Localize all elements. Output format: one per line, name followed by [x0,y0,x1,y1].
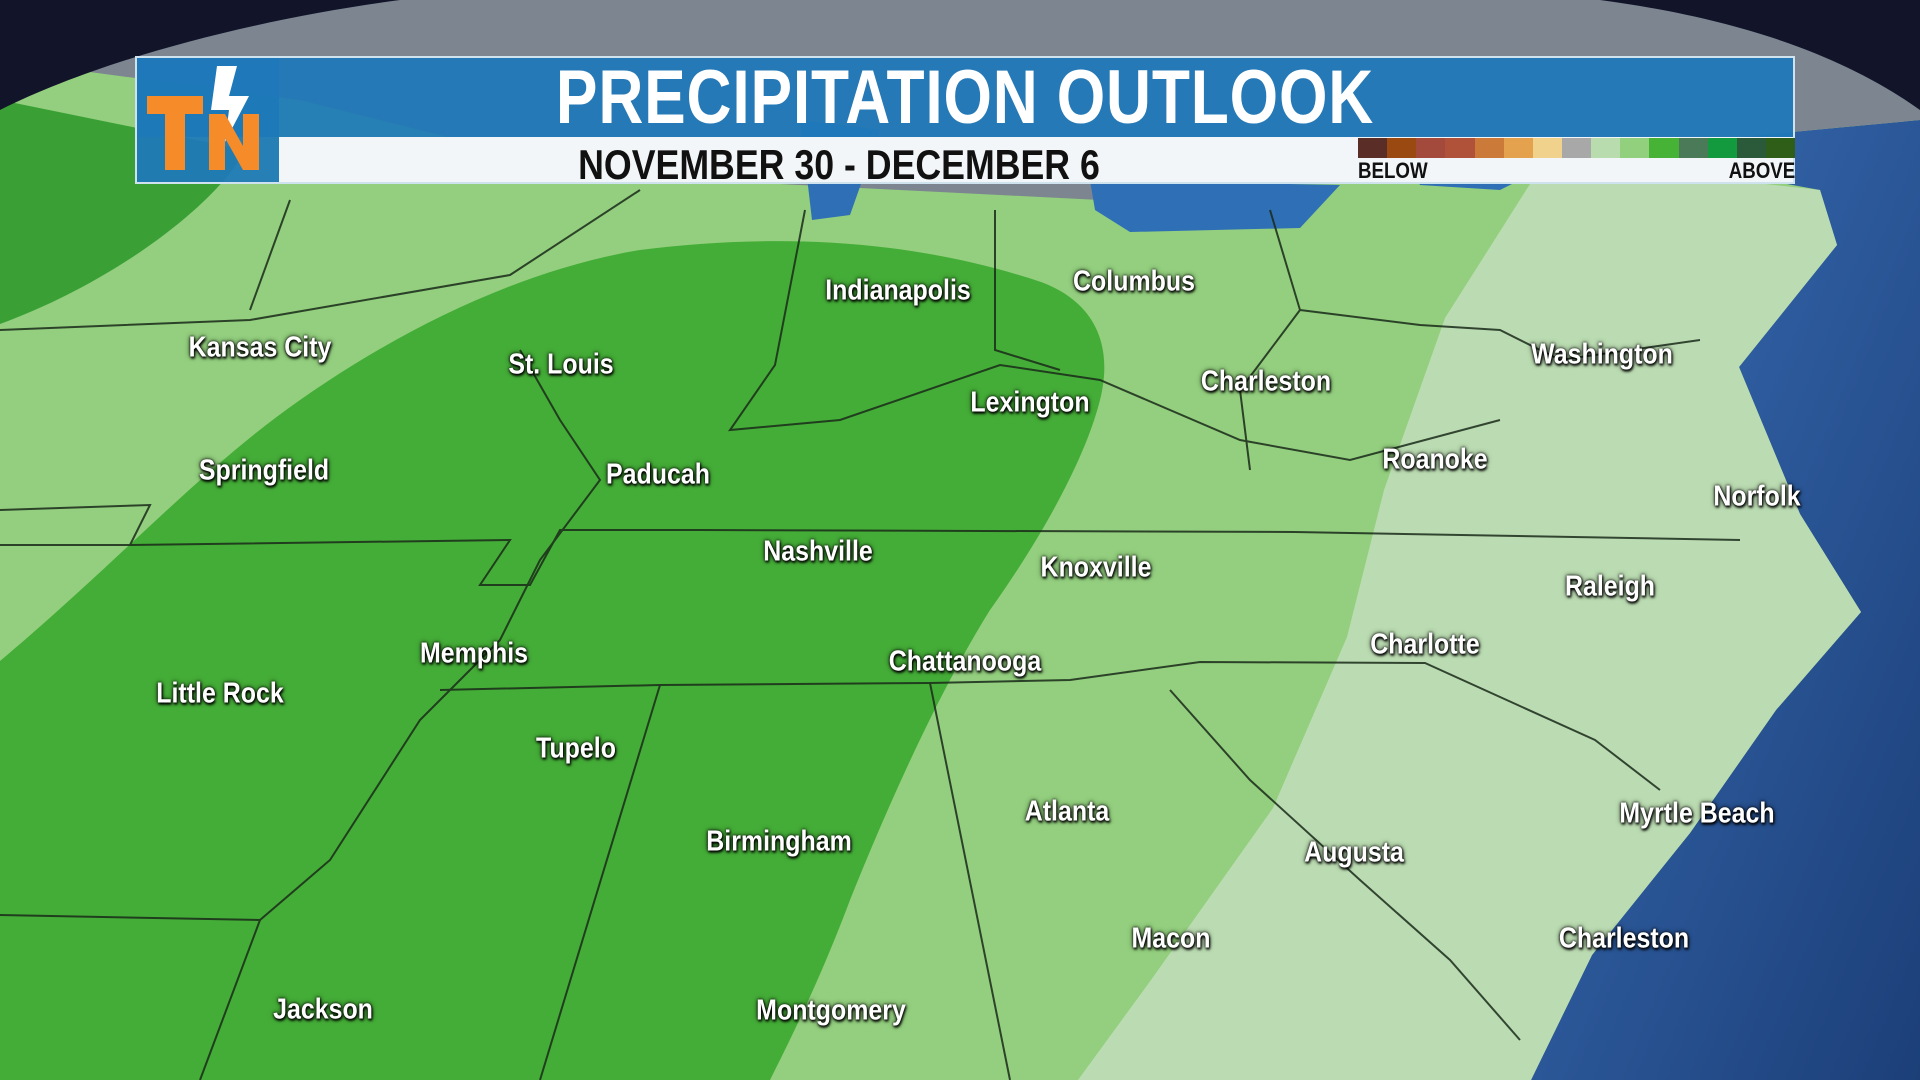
city-label: St. Louis [508,348,614,381]
city-label: Lexington [970,386,1090,419]
legend-swatch [1445,138,1475,158]
page-title: PRECIPITATION OUTLOOK [555,55,1375,140]
legend-below-label: BELOW [1358,158,1428,183]
legend-swatch [1707,138,1737,158]
state-borders [0,189,1741,1080]
city-label: Nashville [763,535,873,568]
city-label: Charleston [1200,365,1332,398]
city-label: Tupelo [536,732,616,765]
city-label: Knoxville [1040,551,1152,584]
legend: BELOW ABOVE [1358,138,1796,183]
legend-color-scale [1358,138,1796,158]
ocean [1531,120,1920,1080]
city-label: Charlotte [1370,628,1480,661]
title-band: PRECIPITATION OUTLOOK [137,58,1793,137]
legend-swatch [1561,138,1592,158]
tn-logo-icon [147,66,259,170]
logo [137,58,279,182]
city-label: Columbus [1073,265,1195,298]
city-label: Little Rock [156,677,284,710]
legend-swatch [1474,138,1504,158]
legend-swatch [1620,138,1650,158]
legend-swatch [1678,138,1708,158]
city-label: Augusta [1304,836,1404,869]
space-corner [0,0,1920,110]
city-label: Norfolk [1713,480,1801,513]
legend-swatch [1416,138,1446,158]
city-label: Indianapolis [825,274,971,307]
legend-swatch [1387,138,1417,158]
region-slightly-above [1078,170,1861,1080]
legend-swatch [1736,138,1766,158]
legend-swatch [1503,138,1533,158]
city-label: Kansas City [188,331,332,364]
city-label: Roanoke [1382,443,1488,476]
city-label: Washington [1531,338,1673,371]
city-label: Chattanooga [888,645,1042,678]
region-well-above [0,241,1105,1080]
city-label: Memphis [419,637,529,670]
city-label: Myrtle Beach [1619,797,1775,830]
city-label: Macon [1131,922,1211,955]
header-panel: PRECIPITATION OUTLOOK NOVEMBER 30 - DECE… [135,56,1796,188]
city-label: Birmingham [706,825,852,858]
city-label: Paducah [606,458,710,491]
legend-swatch [1532,138,1562,158]
legend-swatch [1649,138,1679,158]
date-range: NOVEMBER 30 - DECEMBER 6 [578,141,1100,188]
city-label: Atlanta [1024,795,1110,828]
legend-above-label: ABOVE [1728,158,1795,183]
city-label: Jackson [273,993,373,1026]
legend-swatch [1591,138,1621,158]
city-label: Springfield [198,454,330,487]
legend-swatch [1765,138,1796,158]
city-label: Charleston [1558,922,1690,955]
city-label: Montgomery [756,994,906,1027]
legend-swatch [1358,138,1388,158]
city-label: Raleigh [1564,570,1656,603]
